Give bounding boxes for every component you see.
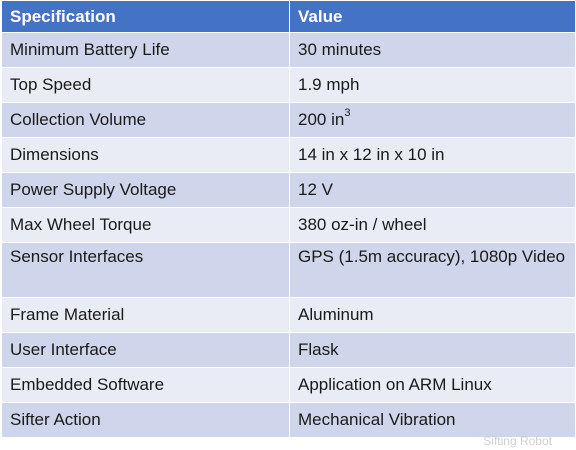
value-cell: Application on ARM Linux [289, 367, 576, 403]
spec-cell: Collection Volume [1, 102, 290, 138]
table-header-row: Specification Value [1, 0, 576, 33]
spec-cell: Frame Material [1, 297, 290, 333]
value-superscript: 3 [344, 107, 351, 120]
watermark-text: Sifting Robot [483, 434, 552, 448]
spec-cell: Top Speed [1, 67, 290, 103]
value-cell: 380 oz-in / wheel [289, 207, 576, 243]
value-cell: 200 in3 [289, 102, 576, 138]
spec-cell: Embedded Software [1, 367, 290, 403]
value-cell: Mechanical Vibration [289, 402, 576, 438]
header-specification: Specification [1, 0, 290, 33]
table-row: Collection Volume 200 in3 [1, 102, 576, 138]
table-row: User Interface Flask [1, 332, 576, 368]
table-row: Max Wheel Torque 380 oz-in / wheel [1, 207, 576, 243]
spec-cell: Dimensions [1, 137, 290, 173]
spec-cell: Power Supply Voltage [1, 172, 290, 208]
table-row: Power Supply Voltage 12 V [1, 172, 576, 208]
spec-cell: Sifter Action [1, 402, 290, 438]
specification-table: Specification Value Minimum Battery Life… [1, 0, 576, 438]
value-cell: Flask [289, 332, 576, 368]
value-text: 200 in [298, 110, 345, 129]
table-row: Dimensions 14 in x 12 in x 10 in [1, 137, 576, 173]
table-row: Sensor Interfaces GPS (1.5m accuracy), 1… [1, 242, 576, 298]
spec-cell: Sensor Interfaces [1, 242, 290, 298]
spec-cell: User Interface [1, 332, 290, 368]
value-cell: 1.9 mph [289, 67, 576, 103]
value-cell: Aluminum [289, 297, 576, 333]
value-cell: 30 minutes [289, 32, 576, 68]
spec-cell: Minimum Battery Life [1, 32, 290, 68]
table-row: Top Speed 1.9 mph [1, 67, 576, 103]
spec-cell: Max Wheel Torque [1, 207, 290, 243]
value-cell: 12 V [289, 172, 576, 208]
header-value: Value [289, 0, 576, 33]
value-cell: GPS (1.5m accuracy), 1080p Video [289, 242, 576, 298]
table-row: Embedded Software Application on ARM Lin… [1, 367, 576, 403]
table-row: Frame Material Aluminum [1, 297, 576, 333]
table-row: Sifter Action Mechanical Vibration [1, 402, 576, 438]
value-cell: 14 in x 12 in x 10 in [289, 137, 576, 173]
table-row: Minimum Battery Life 30 minutes [1, 32, 576, 68]
